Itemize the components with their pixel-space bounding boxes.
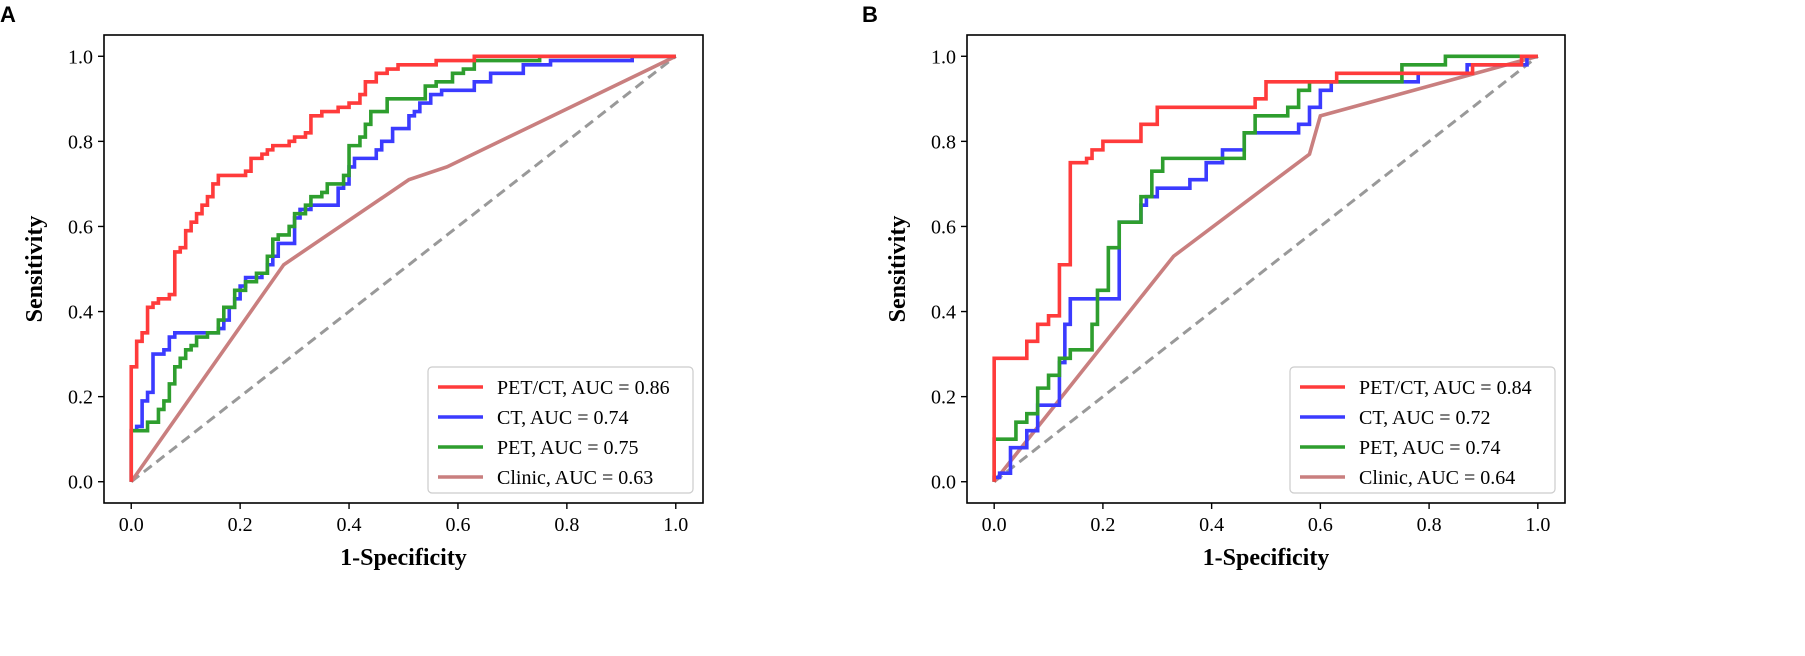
x-tick-label: 0.2 (1090, 514, 1115, 536)
y-tick-label: 1.0 (68, 46, 93, 68)
x-tick-label: 0.6 (1308, 514, 1333, 536)
reference-diagonal-line (993, 55, 1539, 483)
roc-line-ct (129, 54, 676, 482)
legend-entry: CT, AUC = 0.72 (1359, 407, 1490, 429)
legend-entry: Clinic, AUC = 0.63 (497, 467, 653, 489)
y-tick-label: 0.0 (931, 472, 956, 494)
roc-line-clinic (992, 54, 1539, 483)
chart-panel-b: B 0.0 0.2 0.4 0.6 0.8 1.0 0.0 0.2 0.4 0.6 0.8 1.0 1-S… (862, 2, 1566, 571)
x-tick-label: 0.0 (119, 514, 144, 536)
legend-box (1289, 366, 1556, 494)
y-axis-label: Sensitivity (885, 216, 911, 323)
x-tick-label: 0.0 (982, 514, 1007, 536)
roc-line-pet (129, 54, 676, 482)
x-tick-label: 0.8 (554, 514, 579, 536)
y-tick-label: 0.0 (68, 472, 93, 494)
y-tick-label: 0.6 (68, 216, 93, 238)
legend-entry: CT, AUC = 0.74 (497, 407, 628, 429)
y-axis-label: Sensitivity (22, 216, 48, 323)
y-tick-label: 0.2 (931, 387, 956, 409)
roc-line-petct (129, 54, 676, 482)
x-tick-label: 0.8 (1417, 514, 1442, 536)
x-tick-label: 1.0 (663, 514, 688, 536)
x-axis-label: 1-Specificity (1203, 545, 1330, 571)
y-tick-label: 0.6 (931, 216, 956, 238)
plot-frame (966, 34, 1566, 504)
roc-line-petct (992, 54, 1538, 482)
roc-line-ct (992, 54, 1538, 482)
y-tick-label: 0.8 (68, 131, 93, 153)
roc-line-pet (992, 54, 1538, 482)
y-tick-label: 1.0 (931, 46, 956, 68)
legend-entry: PET, AUC = 0.75 (497, 437, 638, 459)
legend-entry: PET/CT, AUC = 0.84 (1359, 377, 1532, 399)
legend-entry: Clinic, AUC = 0.64 (1359, 467, 1515, 489)
roc-line-clinic (129, 54, 677, 483)
legend-entry: PET/CT, AUC = 0.86 (497, 377, 670, 399)
panel-label: B (862, 2, 878, 27)
x-tick-label: 1.0 (1525, 514, 1550, 536)
y-tick-label: 0.2 (68, 387, 93, 409)
x-tick-label: 0.6 (445, 514, 470, 536)
legend-entry: PET, AUC = 0.74 (1359, 437, 1500, 459)
plot-frame (103, 34, 704, 504)
y-tick-label: 0.4 (931, 302, 956, 324)
panel-label: A (0, 2, 16, 27)
x-tick-label: 0.4 (337, 514, 362, 536)
x-tick-label: 0.2 (228, 514, 253, 536)
chart-panel-a: A 0.0 0.2 0.4 0.6 0.8 1.0 0.0 0.2 0.4 0.6 0.8 1.0 1-S… (0, 2, 704, 571)
reference-diagonal-line (130, 55, 677, 483)
x-tick-label: 0.4 (1199, 514, 1224, 536)
y-tick-label: 0.4 (68, 302, 93, 324)
legend-box (427, 366, 694, 494)
y-tick-label: 0.8 (931, 131, 956, 153)
x-axis-label: 1-Specificity (340, 545, 467, 571)
